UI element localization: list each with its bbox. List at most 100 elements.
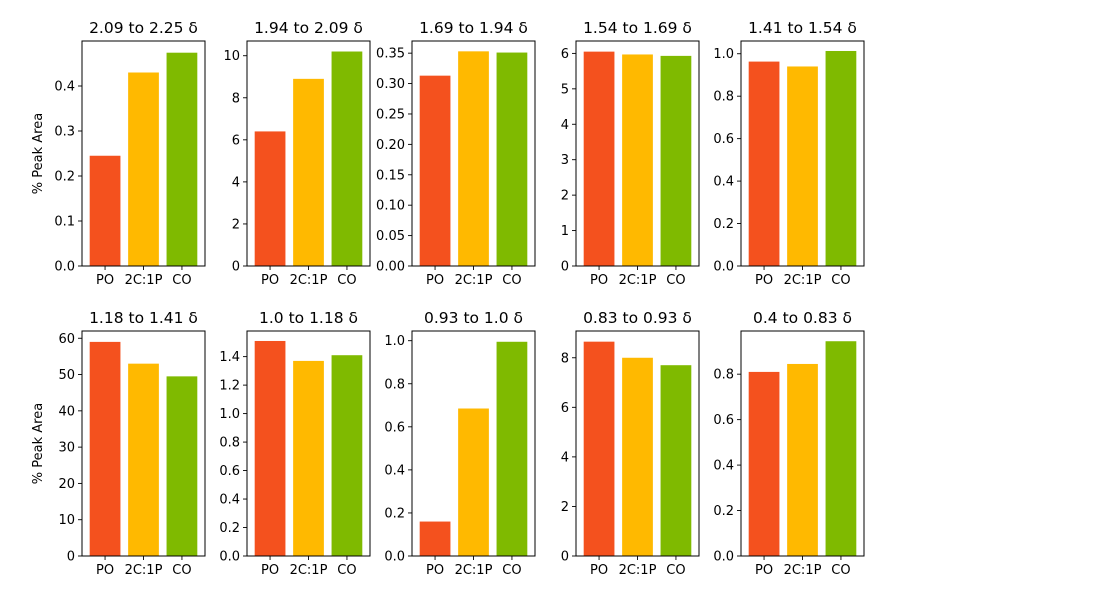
y-tick-label: 0.20 <box>376 138 405 153</box>
y-tick-label: 0.05 <box>376 229 405 244</box>
subplot-title: 1.69 to 1.94 δ <box>419 19 528 37</box>
bar-2c-1p <box>128 363 159 556</box>
y-tick-label: 0.4 <box>54 80 75 95</box>
y-tick-label: 4 <box>232 175 240 190</box>
y-tick-label: 0.6 <box>713 132 734 147</box>
y-tick-label: 20 <box>58 477 75 492</box>
y-tick-label: 8 <box>232 91 240 106</box>
x-tick-label: PO <box>590 563 608 578</box>
subplot-title: 1.0 to 1.18 δ <box>259 309 358 327</box>
subplot-title: 2.09 to 2.25 δ <box>89 19 198 37</box>
subplot-7: PO 2C:1P CO 0.0 0.2 0.4 0.6 0.8 1.0 1.2 1.4 1.0 to … <box>219 309 371 578</box>
x-tick-label: PO <box>96 273 114 288</box>
x-tick-label: PO <box>261 273 279 288</box>
y-tick-label: 40 <box>58 404 75 419</box>
y-tick-label: 3 <box>561 153 569 168</box>
x-tick-label: 2C:1P <box>125 563 163 578</box>
y-tick-label: 2 <box>561 189 569 204</box>
bar-po <box>419 521 451 556</box>
y-tick-label: 0 <box>561 550 569 565</box>
subplot-3: PO 2C:1P CO 0.00 0.05 0.10 0.15 0.20 0.25 0.30 0.3… <box>376 19 536 288</box>
y-tick-label: 0.10 <box>376 199 405 214</box>
subplot-1: PO 2C:1P CO 0.0 0.1 0.2 0.3 0.4 2.09 to 2.25 δ % … <box>31 19 206 288</box>
bar-po <box>89 155 121 266</box>
y-tick-label: 0.0 <box>219 550 240 565</box>
y-tick-label: 60 <box>58 332 75 347</box>
bar-co <box>660 55 692 266</box>
y-tick-label: 1.0 <box>219 407 240 422</box>
axes-frame <box>411 40 536 267</box>
y-tick-label: 0.4 <box>384 463 405 478</box>
subplot-title: 0.4 to 0.83 δ <box>753 309 852 327</box>
bar-co <box>166 52 198 267</box>
axes-frame <box>246 40 371 267</box>
x-tick-label: PO <box>426 563 444 578</box>
y-tick-label: 1.0 <box>384 334 405 349</box>
x-tick-label: PO <box>755 563 773 578</box>
axes-frame <box>81 40 206 267</box>
y-tick-label: 0.8 <box>384 377 405 392</box>
subplot-2: PO 2C:1P CO 0 2 4 6 8 10 1.94 to 2.09 δ <box>223 19 371 288</box>
x-tick-label: PO <box>96 563 114 578</box>
y-tick-label: 1.0 <box>713 47 734 62</box>
y-tick-label: 0.4 <box>219 493 240 508</box>
bar-co <box>825 50 857 267</box>
y-tick-label: 1 <box>561 224 569 239</box>
y-tick-label: 8 <box>561 351 569 366</box>
subplot-10: PO 2C:1P CO 0.0 0.2 0.4 0.6 0.8 0.4 to 0.83 δ <box>713 309 865 578</box>
subplot-5: PO 2C:1P CO 0.0 0.2 0.4 0.6 0.8 1.0 1.41 to 1.54 … <box>713 19 865 288</box>
x-tick-label: PO <box>590 273 608 288</box>
subplot-title: 0.83 to 0.93 δ <box>583 309 692 327</box>
x-tick-label: 2C:1P <box>784 563 822 578</box>
bar-2c-1p <box>787 363 818 556</box>
y-tick-label: 0.00 <box>376 260 405 275</box>
y-tick-label: 0.30 <box>376 77 405 92</box>
x-tick-label: PO <box>755 273 773 288</box>
bar-2c-1p <box>458 51 489 267</box>
bar-2c-1p <box>293 78 324 266</box>
y-tick-label: 6 <box>561 401 569 416</box>
y-tick-label: 4 <box>561 118 569 133</box>
subplot-8: PO 2C:1P CO 0.0 0.2 0.4 0.6 0.8 1.0 0.93 to 1.0 δ <box>384 309 536 578</box>
y-tick-label: 10 <box>58 513 75 528</box>
x-tick-label: CO <box>831 273 850 288</box>
x-tick-label: CO <box>666 563 685 578</box>
bar-po <box>748 371 780 556</box>
x-tick-label: 2C:1P <box>619 563 657 578</box>
y-axis-label: % Peak Area <box>31 403 46 484</box>
x-tick-label: CO <box>172 273 191 288</box>
x-tick-label: CO <box>337 273 356 288</box>
y-tick-label: 0.4 <box>713 175 734 190</box>
y-tick-label: 0.0 <box>713 550 734 565</box>
y-tick-label: 50 <box>58 368 75 383</box>
bar-co <box>496 341 528 556</box>
y-tick-label: 0.8 <box>713 368 734 383</box>
subplot-6: PO 2C:1P CO 0 10 20 30 40 50 60 1.18 to 1.41 δ % Pe… <box>31 309 206 578</box>
x-tick-label: 2C:1P <box>619 273 657 288</box>
y-tick-label: 0.2 <box>54 170 75 185</box>
bar-po <box>748 61 780 267</box>
x-tick-label: 2C:1P <box>290 273 328 288</box>
bar-co <box>496 52 528 266</box>
bar-co <box>331 51 363 267</box>
y-tick-label: 0 <box>67 550 75 565</box>
y-tick-label: 6 <box>232 133 240 148</box>
subplot-title: 0.93 to 1.0 δ <box>424 309 523 327</box>
y-tick-label: 0.4 <box>713 459 734 474</box>
axes-frame <box>246 330 371 557</box>
axes-frame <box>411 330 536 557</box>
y-axis-label: % Peak Area <box>31 113 46 194</box>
y-tick-label: 0.25 <box>376 107 405 122</box>
y-tick-label: 0.35 <box>376 47 405 62</box>
subplot-9: PO 2C:1P CO 0 2 4 6 8 0.83 to 0.93 δ <box>561 309 700 578</box>
y-tick-label: 0.15 <box>376 168 405 183</box>
x-tick-label: PO <box>426 273 444 288</box>
y-tick-label: 0.2 <box>219 521 240 536</box>
bar-2c-1p <box>622 357 653 556</box>
x-tick-label: 2C:1P <box>125 273 163 288</box>
y-tick-label: 0.0 <box>54 260 75 275</box>
y-tick-label: 0.6 <box>384 420 405 435</box>
axes-frame <box>740 40 865 267</box>
y-tick-label: 0.0 <box>713 260 734 275</box>
